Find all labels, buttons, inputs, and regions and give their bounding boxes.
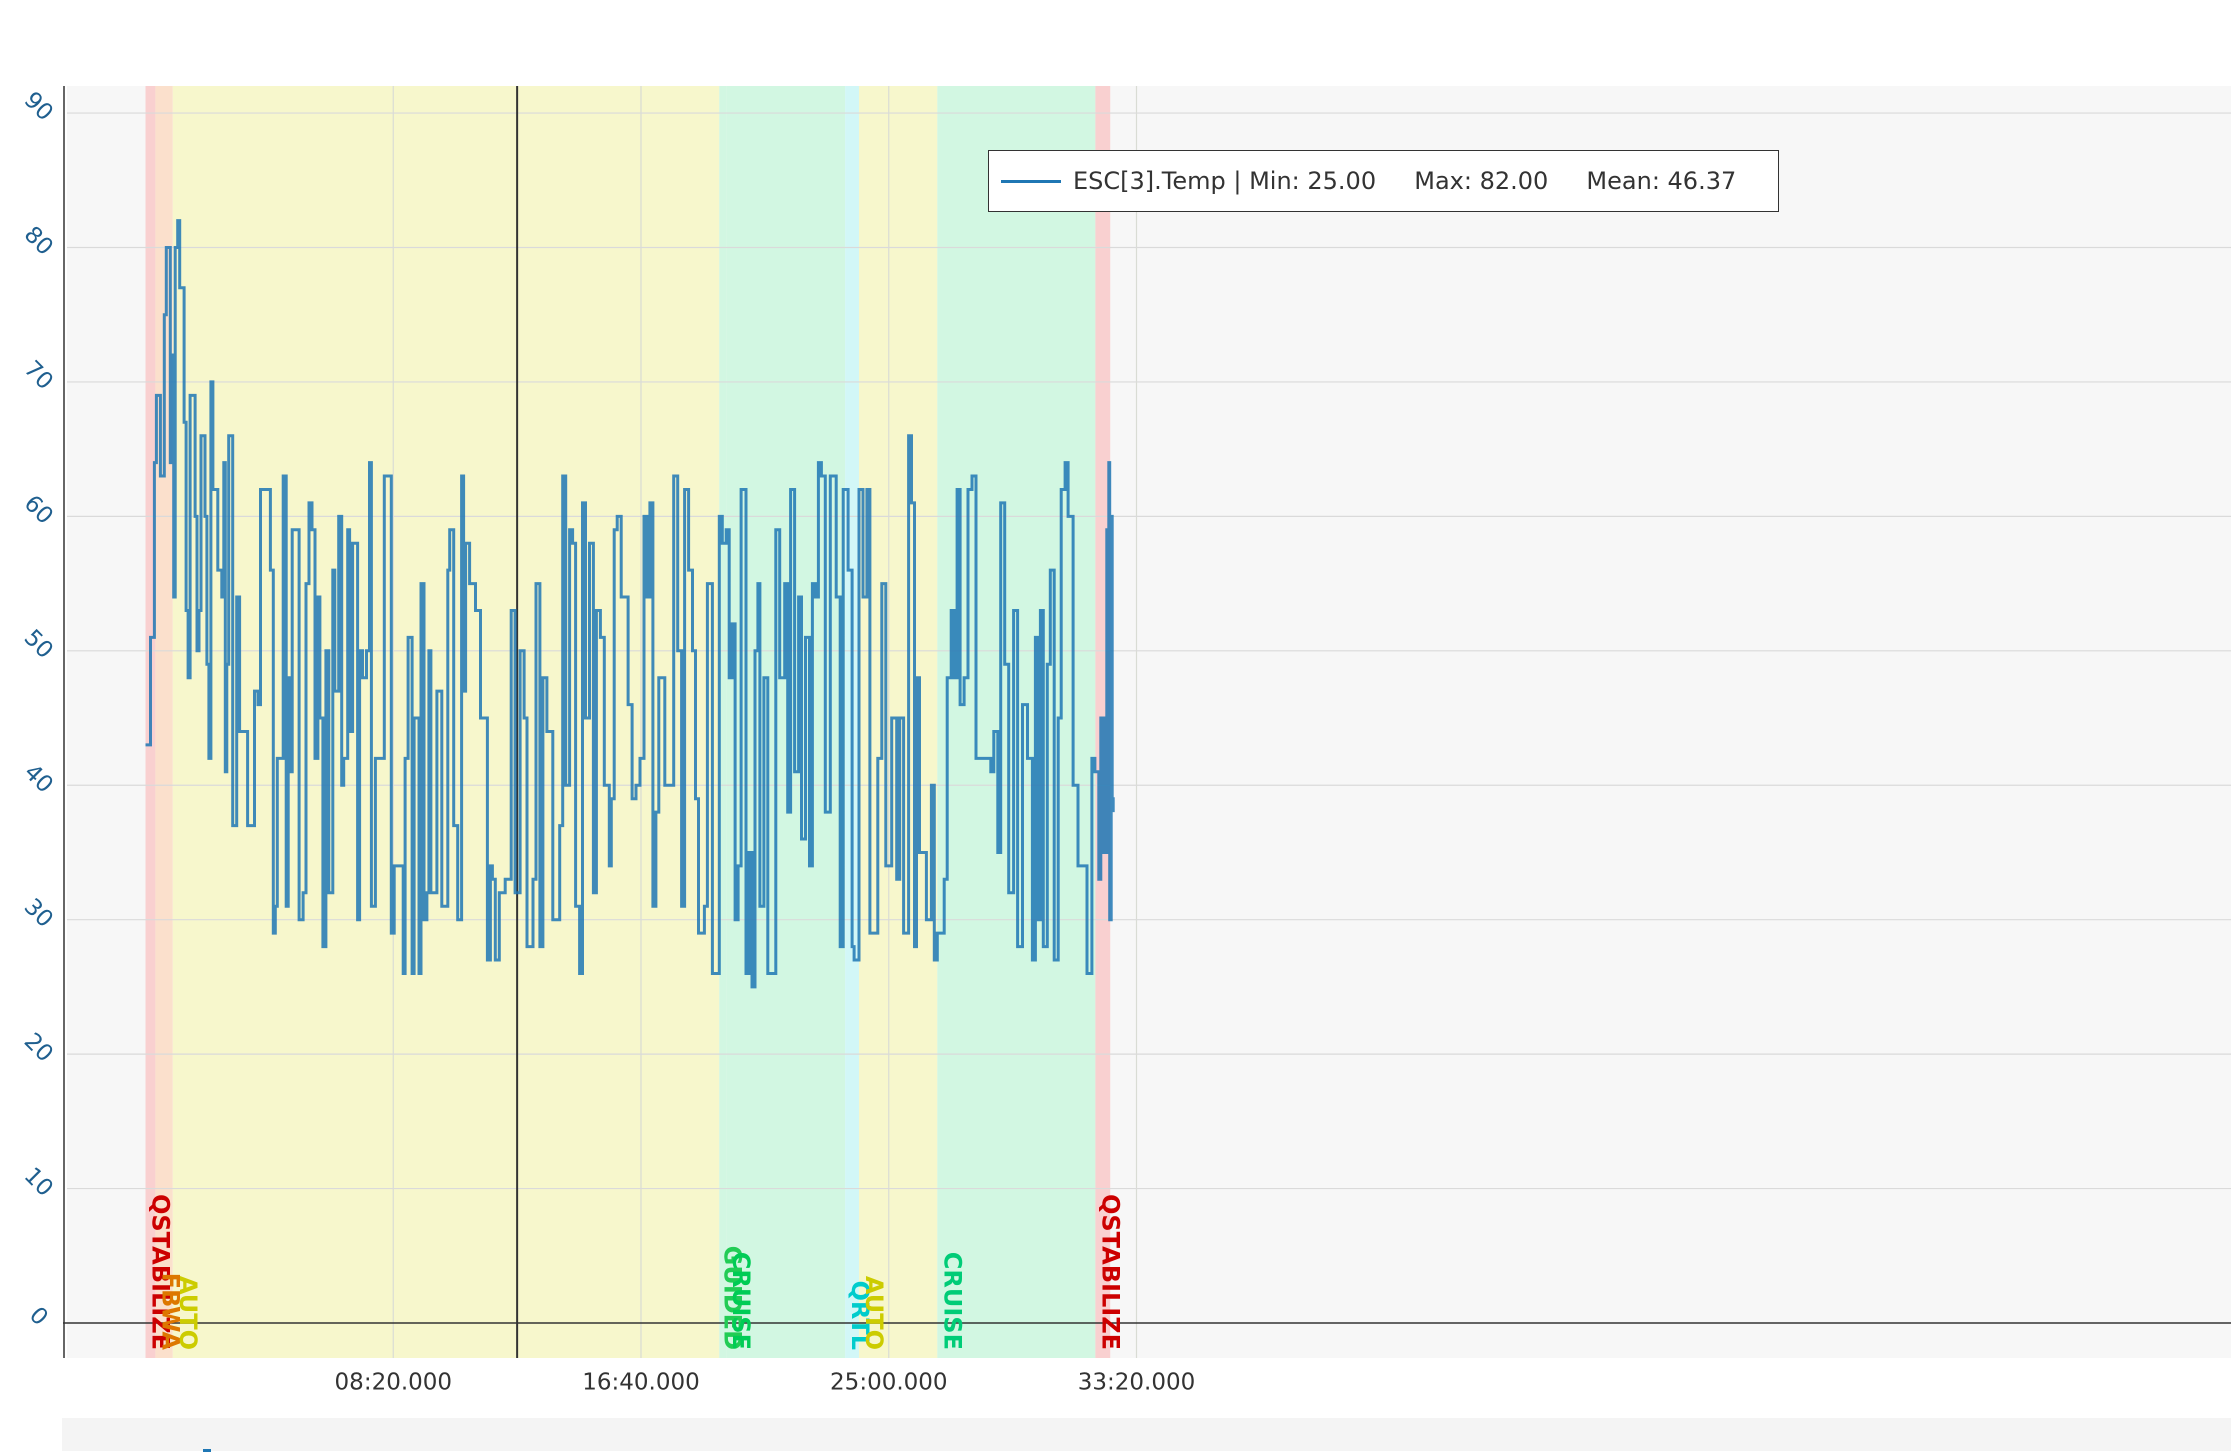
- y-tick-8: 80: [19, 222, 58, 261]
- x-tick-2: 25:00.000: [830, 1370, 948, 1396]
- x-tick-labels: 08:20.000 16:40.000 25:00.000 33:20.000: [335, 1370, 1196, 1396]
- mode-label-0: QSTABILIZE: [147, 1194, 175, 1350]
- mode-band-2: [172, 86, 720, 1358]
- mode-label-4: CRUISE: [727, 1252, 755, 1350]
- mode-label-7: CRUISE: [938, 1252, 966, 1350]
- mode-label-8: QSTABILIZE: [1096, 1194, 1124, 1350]
- y-tick-0: 0: [24, 1302, 53, 1331]
- legend-label: ESC[3].Temp | Min: 25.00 Max: 82.00 Mean…: [1073, 167, 1737, 195]
- y-tick-5: 50: [19, 625, 58, 664]
- secondary-plot-strip: [62, 1418, 2231, 1452]
- y-tick-1: 10: [19, 1163, 58, 1202]
- y-tick-3: 30: [19, 894, 58, 933]
- y-tick-9: 90: [19, 87, 58, 126]
- mode-label-1: FBWA: [156, 1273, 184, 1351]
- mode-label-3: GUIDED: [718, 1246, 746, 1350]
- mode-band-4: [726, 86, 846, 1358]
- x-tick-1: 16:40.000: [582, 1370, 700, 1396]
- legend-swatch: [1001, 179, 1061, 183]
- chart-legend[interactable]: ESC[3].Temp | Min: 25.00 Max: 82.00 Mean…: [988, 150, 1779, 212]
- mode-band-3: [719, 86, 727, 1358]
- mode-label-6: AUTO: [860, 1276, 888, 1350]
- x-tick-3: 33:20.000: [1078, 1370, 1196, 1396]
- y-tick-4: 40: [19, 759, 58, 798]
- y-tick-7: 70: [19, 356, 58, 395]
- y-tick-labels: 0 10 20 30 40 50 60 70 80 90: [19, 87, 58, 1331]
- mode-label-5: QRTL: [846, 1281, 874, 1350]
- vertical-gridlines: [392, 86, 1138, 1358]
- mode-label-2: AUTO: [174, 1276, 202, 1350]
- x-tick-0: 08:20.000: [335, 1370, 453, 1396]
- series-line-esc3-temp: [145, 219, 1115, 989]
- y-tick-6: 60: [19, 491, 58, 530]
- y-tick-2: 20: [19, 1028, 58, 1067]
